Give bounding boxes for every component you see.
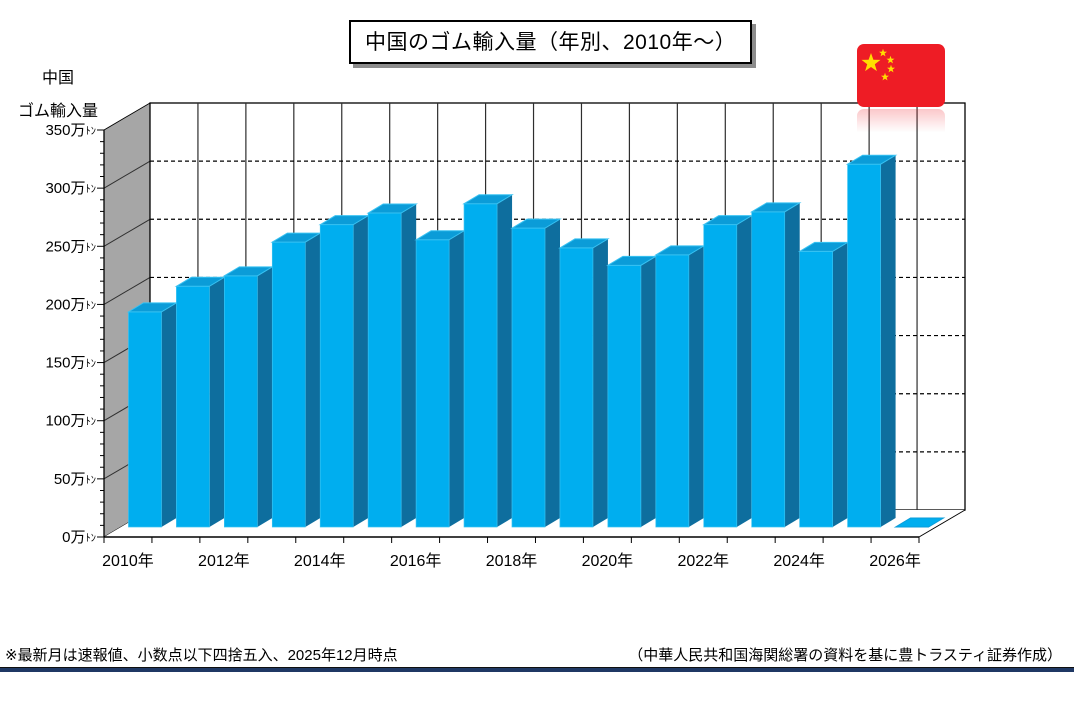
y-axis-title-line2: ゴム輸入量 xyxy=(17,103,98,120)
bar-top xyxy=(510,218,562,229)
x-tick-label: 2020年 xyxy=(582,552,634,570)
bar-2011 xyxy=(174,276,227,528)
y-tick-label: 100万ﾄﾝ xyxy=(45,413,96,430)
bar-side xyxy=(592,238,608,527)
bar-side xyxy=(497,194,513,527)
bar-front xyxy=(703,224,738,528)
x-tick-label: 2016年 xyxy=(390,552,442,570)
floor-right-edge xyxy=(918,509,966,538)
bar-side xyxy=(545,219,560,527)
y-axis-title: 中国 ゴム輸入量 xyxy=(8,62,108,128)
bar-2019 xyxy=(558,238,610,528)
side-wall-gridline xyxy=(103,276,151,305)
bar-front xyxy=(847,163,881,528)
bar-top xyxy=(845,154,898,165)
bar-front xyxy=(367,212,402,528)
bar-side xyxy=(832,242,848,527)
bar-2021 xyxy=(654,245,706,528)
bar-side xyxy=(736,215,752,527)
bar-side xyxy=(784,202,800,527)
bar-front xyxy=(607,265,642,528)
chart-title: 中国のゴム輸入量（年別、2010年～） xyxy=(349,20,753,64)
footer-divider xyxy=(0,667,1074,672)
y-tick-label: 0万ﾄﾝ xyxy=(62,529,96,546)
china-flag-icon xyxy=(857,44,945,107)
bar-front xyxy=(511,227,546,528)
side-wall-gridline xyxy=(103,218,151,247)
x-tick-label: 2010年 xyxy=(102,552,154,570)
side-wall-gridline xyxy=(103,160,151,189)
bar-top xyxy=(366,203,418,214)
flag-star xyxy=(861,53,881,72)
y-tick-label: 350万ﾄﾝ xyxy=(45,122,96,139)
bar-top xyxy=(462,194,514,205)
bar-front xyxy=(559,247,594,528)
x-tick-label: 2018年 xyxy=(486,552,538,570)
source-note: （中華人民共和国海関総署の資料を基に豊トラスティ証券作成） xyxy=(628,647,1062,664)
bar-side xyxy=(449,230,465,527)
china-flag-reflection xyxy=(857,109,945,135)
bar-2023 xyxy=(749,202,802,528)
x-tick-label: 2026年 xyxy=(869,552,921,570)
x-tick-label: 2022年 xyxy=(677,552,729,570)
bar-front xyxy=(128,311,162,528)
bar-side xyxy=(640,256,656,527)
y-tick-label: 300万ﾄﾝ xyxy=(45,180,96,197)
bar-top xyxy=(893,517,946,528)
flag-star xyxy=(886,55,895,64)
bar-side xyxy=(305,233,321,527)
x-tick-label: 2012年 xyxy=(198,552,250,570)
bar-front xyxy=(655,254,690,528)
bar-2015 xyxy=(366,203,418,528)
bar-2013 xyxy=(270,232,323,528)
bar-side xyxy=(880,155,896,527)
bar-side xyxy=(257,266,273,527)
x-tick-label: 2024年 xyxy=(773,552,825,570)
bar-front xyxy=(415,239,450,528)
y-tick-label: 200万ﾄﾝ xyxy=(45,296,96,313)
bar-side xyxy=(401,204,417,527)
bar-side xyxy=(353,215,369,527)
bar-front xyxy=(319,224,354,528)
bar-2017 xyxy=(462,194,514,528)
bar-2022 xyxy=(701,215,754,528)
bar-front xyxy=(463,203,498,528)
flag-field xyxy=(857,109,945,135)
bar-top xyxy=(558,238,610,249)
bar-front xyxy=(271,241,306,528)
bar-2024 xyxy=(797,241,850,528)
bar-front xyxy=(224,275,258,528)
bar-2026 xyxy=(893,517,946,528)
bar-top xyxy=(749,202,802,213)
bar-2010 xyxy=(126,302,179,528)
bar-side xyxy=(161,302,177,527)
footnote-left: ※最新月は速報値、小数点以下四捨五入、2025年12月時点 xyxy=(5,647,398,664)
bar-side xyxy=(209,277,225,527)
y-tick-label: 50万ﾄﾝ xyxy=(54,471,96,488)
bar-2016 xyxy=(414,230,466,528)
bar-front xyxy=(751,211,786,528)
bar-2018 xyxy=(510,218,562,528)
bar-2025 xyxy=(845,154,898,528)
y-tick-label: 150万ﾄﾝ xyxy=(45,355,96,372)
bar-front xyxy=(799,251,833,528)
bar-side xyxy=(688,245,704,528)
y-axis-title-line1: 中国 xyxy=(41,70,74,87)
bar-2020 xyxy=(606,255,658,528)
flag-star xyxy=(879,48,887,57)
flag-field xyxy=(857,44,945,107)
bar-front xyxy=(176,285,210,528)
flag-star xyxy=(887,64,895,73)
y-tick-label: 250万ﾄﾝ xyxy=(45,238,96,255)
bar-2012 xyxy=(222,266,275,528)
x-tick-label: 2014年 xyxy=(294,552,346,570)
flag-star xyxy=(881,72,889,81)
bar-2014 xyxy=(318,215,371,528)
